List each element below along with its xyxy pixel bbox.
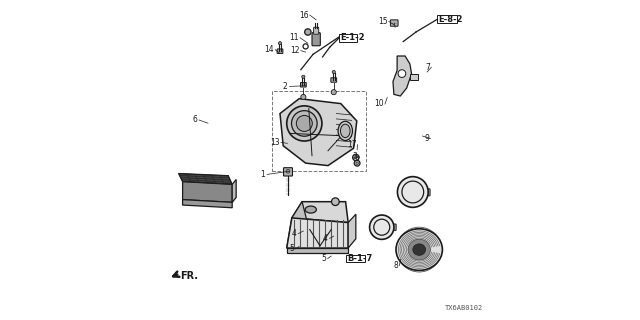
- Polygon shape: [287, 248, 348, 253]
- Text: 16: 16: [300, 11, 309, 20]
- Text: 3: 3: [353, 152, 358, 161]
- FancyBboxPatch shape: [389, 224, 396, 230]
- FancyBboxPatch shape: [422, 189, 430, 196]
- Circle shape: [332, 70, 335, 74]
- Polygon shape: [410, 74, 418, 80]
- Circle shape: [286, 169, 290, 173]
- Polygon shape: [292, 202, 348, 223]
- FancyBboxPatch shape: [314, 27, 319, 34]
- Text: FR.: FR.: [180, 271, 198, 281]
- Text: TX6AB0102: TX6AB0102: [445, 305, 483, 311]
- Circle shape: [305, 29, 311, 35]
- Circle shape: [356, 162, 358, 164]
- Polygon shape: [182, 182, 232, 202]
- Ellipse shape: [338, 121, 353, 140]
- Polygon shape: [348, 214, 356, 248]
- FancyBboxPatch shape: [312, 33, 321, 46]
- Polygon shape: [287, 202, 310, 248]
- Text: 5: 5: [289, 244, 294, 253]
- Circle shape: [302, 75, 305, 78]
- Circle shape: [353, 154, 359, 161]
- Text: 10: 10: [374, 100, 384, 108]
- Ellipse shape: [396, 229, 442, 270]
- Text: E-8-2: E-8-2: [438, 15, 463, 24]
- Polygon shape: [179, 173, 232, 184]
- FancyBboxPatch shape: [331, 78, 337, 82]
- Circle shape: [397, 177, 428, 207]
- Text: 1: 1: [260, 170, 265, 179]
- Text: 2: 2: [283, 82, 287, 91]
- Text: 6: 6: [193, 116, 197, 124]
- Text: 15: 15: [378, 17, 388, 26]
- Circle shape: [296, 116, 312, 132]
- Text: 13: 13: [270, 138, 280, 147]
- Text: 17: 17: [347, 140, 357, 149]
- FancyBboxPatch shape: [277, 49, 283, 53]
- Ellipse shape: [413, 244, 426, 255]
- Circle shape: [332, 198, 339, 205]
- Polygon shape: [232, 180, 236, 202]
- Circle shape: [301, 94, 306, 100]
- Text: 8: 8: [394, 261, 398, 270]
- FancyBboxPatch shape: [301, 83, 307, 87]
- Text: 11: 11: [290, 33, 300, 42]
- Polygon shape: [280, 99, 357, 166]
- Ellipse shape: [305, 206, 316, 213]
- Polygon shape: [393, 56, 412, 96]
- Circle shape: [332, 90, 337, 95]
- Text: E-1-2: E-1-2: [340, 33, 365, 42]
- Text: B-1-7: B-1-7: [347, 254, 372, 263]
- Text: 4: 4: [323, 234, 328, 243]
- Text: 12: 12: [291, 46, 300, 55]
- Circle shape: [355, 160, 360, 166]
- Circle shape: [369, 215, 394, 239]
- FancyBboxPatch shape: [284, 168, 292, 176]
- Ellipse shape: [408, 239, 431, 260]
- Circle shape: [278, 42, 282, 45]
- Text: 5: 5: [321, 254, 326, 263]
- Circle shape: [398, 70, 406, 77]
- Polygon shape: [287, 218, 348, 248]
- Circle shape: [287, 106, 322, 141]
- Polygon shape: [182, 200, 232, 208]
- Text: 9: 9: [424, 134, 429, 143]
- FancyBboxPatch shape: [390, 20, 398, 26]
- Text: 14: 14: [264, 45, 275, 54]
- Circle shape: [292, 111, 317, 136]
- Text: 7: 7: [426, 63, 430, 72]
- Ellipse shape: [340, 124, 350, 138]
- Text: 4: 4: [291, 229, 296, 238]
